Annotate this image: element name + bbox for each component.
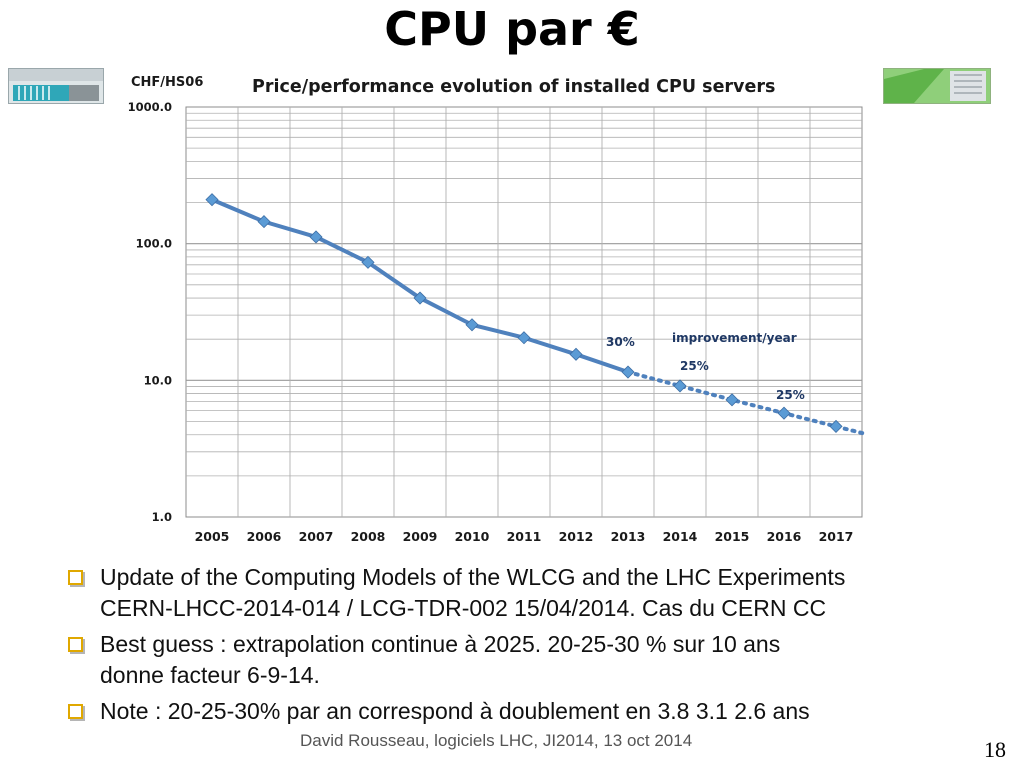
bullet-line: CERN-LHCC-2014-014 / LCG-TDR-002 15/04/2… bbox=[100, 595, 827, 621]
bullet-item: Note : 20-25-30% par an correspond à dou… bbox=[66, 696, 966, 727]
data-point-marker bbox=[725, 393, 739, 407]
page-number: 18 bbox=[984, 737, 1006, 762]
x-tick-label: 2005 bbox=[195, 529, 230, 544]
data-point-marker bbox=[569, 347, 583, 361]
data-point-marker bbox=[257, 215, 271, 229]
data-point-marker bbox=[621, 365, 635, 379]
x-tick-label: 2014 bbox=[663, 529, 698, 544]
y-axis-unit-label: CHF/HS06 bbox=[131, 75, 204, 90]
x-tick-label: 2015 bbox=[715, 529, 750, 544]
chart-annotation: improvement/year bbox=[672, 331, 797, 345]
plot-area bbox=[185, 106, 863, 518]
data-point-marker bbox=[361, 255, 375, 269]
bullet-item: Update of the Computing Models of the WL… bbox=[66, 562, 966, 624]
data-point-marker bbox=[829, 419, 843, 433]
x-tick-label: 2011 bbox=[507, 529, 542, 544]
data-point-marker bbox=[309, 230, 323, 244]
bullet-line: donne facteur 6-9-14. bbox=[100, 662, 320, 688]
bullet-line: Best guess : extrapolation continue à 20… bbox=[100, 631, 781, 657]
footer-text: David Rousseau, logiciels LHC, JI2014, 1… bbox=[300, 731, 693, 750]
bullet-item: Best guess : extrapolation continue à 20… bbox=[66, 629, 966, 691]
x-tick-label: 2006 bbox=[247, 529, 282, 544]
y-tick-label: 10.0 bbox=[144, 373, 172, 387]
bullet-line: Update of the Computing Models of the WL… bbox=[100, 564, 846, 590]
chart-title: Price/performance evolution of installed… bbox=[252, 77, 776, 97]
y-tick-label: 1000.0 bbox=[128, 100, 172, 114]
data-point-marker bbox=[777, 406, 791, 420]
bullet-list: Update of the Computing Models of the WL… bbox=[66, 562, 966, 732]
x-tick-label: 2008 bbox=[351, 529, 386, 544]
bullet-line: Note : 20-25-30% par an correspond à dou… bbox=[100, 698, 810, 724]
x-tick-label: 2016 bbox=[767, 529, 802, 544]
y-tick-label: 1.0 bbox=[152, 510, 172, 524]
x-tick-label: 2007 bbox=[299, 529, 334, 544]
chart-annotation: 25% bbox=[680, 359, 709, 373]
data-point-marker bbox=[413, 291, 427, 305]
x-tick-label: 2009 bbox=[403, 529, 438, 544]
data-point-marker bbox=[517, 331, 531, 345]
server-racks-image bbox=[883, 68, 991, 104]
chart-annotation: 30% bbox=[606, 335, 635, 349]
checkbox-bullet-icon bbox=[68, 570, 83, 585]
x-tick-label: 2012 bbox=[559, 529, 594, 544]
data-point-marker bbox=[465, 318, 479, 332]
chart-annotation: 25% bbox=[776, 388, 805, 402]
checkbox-bullet-icon bbox=[68, 637, 83, 652]
data-point-marker bbox=[205, 193, 219, 207]
x-tick-label: 2017 bbox=[819, 529, 854, 544]
checkbox-bullet-icon bbox=[68, 704, 83, 719]
data-point-marker bbox=[673, 379, 687, 393]
x-tick-label: 2013 bbox=[611, 529, 646, 544]
y-tick-label: 100.0 bbox=[136, 237, 172, 251]
slide-title: CPU par € bbox=[384, 2, 640, 56]
server-rack-image bbox=[8, 68, 104, 104]
x-tick-label: 2010 bbox=[455, 529, 490, 544]
series-line-extrapolated bbox=[626, 370, 870, 437]
